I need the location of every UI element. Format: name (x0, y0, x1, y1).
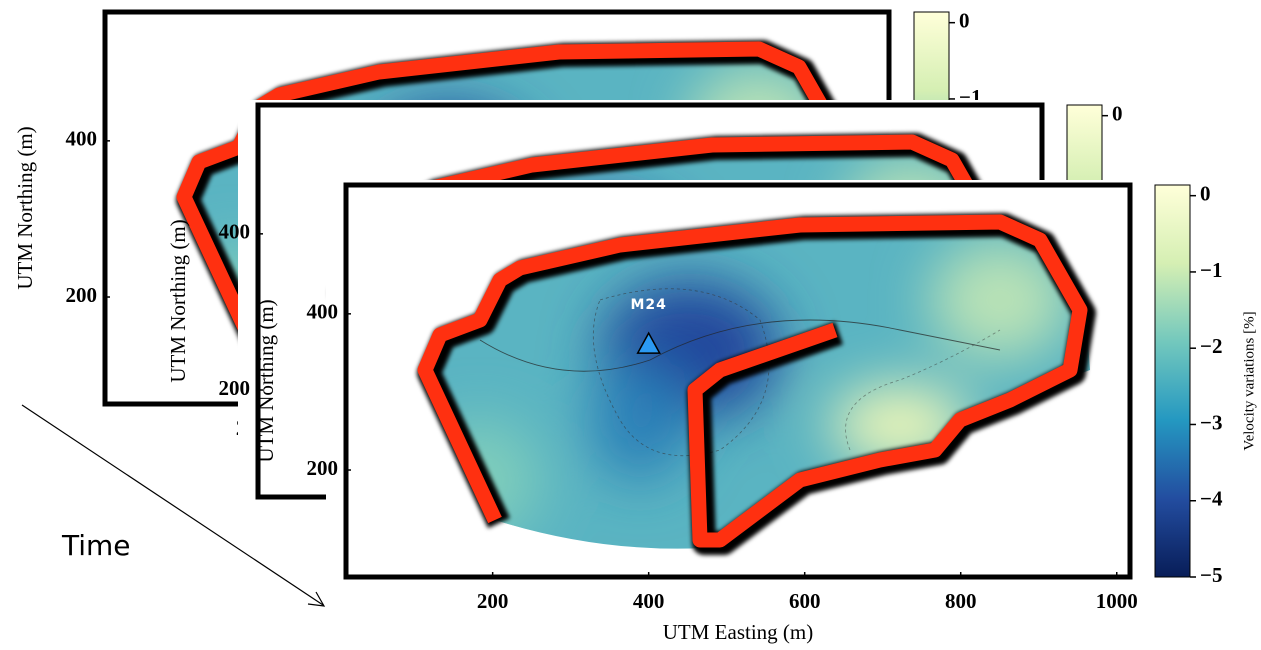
x-axis-label: UTM Easting (m) (663, 620, 813, 644)
colorbar-tick-label: −3 (1200, 410, 1222, 434)
y-tick-label: 200 (66, 283, 98, 307)
colorbar-tick-label: −1 (1200, 258, 1222, 282)
y-axis-label: UTM Northing (m) (254, 299, 278, 462)
y-axis-label: UTM Northing (m) (13, 126, 37, 289)
colorbar-tick-label: 0 (959, 8, 970, 32)
station-label: M24 (630, 297, 666, 313)
outline (417, 214, 1088, 548)
axes-frame (343, 182, 1133, 580)
colorbar-tick-label: −5 (1200, 563, 1222, 587)
station-marker (636, 331, 661, 354)
x-tick-label: 800 (945, 589, 977, 613)
y-axis-label: UTM Northing (m) (166, 219, 190, 382)
x-tick-label: 200 (477, 589, 509, 613)
contour (479, 319, 1001, 372)
colorbar (1154, 184, 1191, 578)
x-tick-label: 600 (789, 589, 821, 613)
colorbar-tick-label: 0 (1200, 181, 1211, 205)
y-tick-label: 200 (219, 376, 251, 400)
y-tick-label: 400 (219, 220, 251, 244)
y-tick-label: 400 (307, 300, 339, 324)
time-arrow (21, 404, 324, 606)
map-panel: M24 200 400 600 800 1000 200 400 UTM Easting (m)… (254, 180, 1257, 650)
time-label: Time (61, 529, 131, 562)
y-tick-label: 200 (307, 456, 339, 480)
x-tick-label: 1000 (1096, 589, 1138, 613)
colorbar-label: Velocity variations [%] (1241, 311, 1257, 450)
y-tick-label: 400 (66, 127, 98, 151)
colorbar-tick-label: −2 (1200, 334, 1222, 358)
contour (592, 288, 770, 457)
time-arrowhead (307, 591, 326, 607)
colorbar-tick-label: −4 (1200, 487, 1223, 511)
field-low (590, 360, 690, 480)
x-tick-label: 400 (633, 589, 665, 613)
field-high (930, 240, 1070, 360)
colorbar-tick-label: 0 (1112, 101, 1123, 125)
